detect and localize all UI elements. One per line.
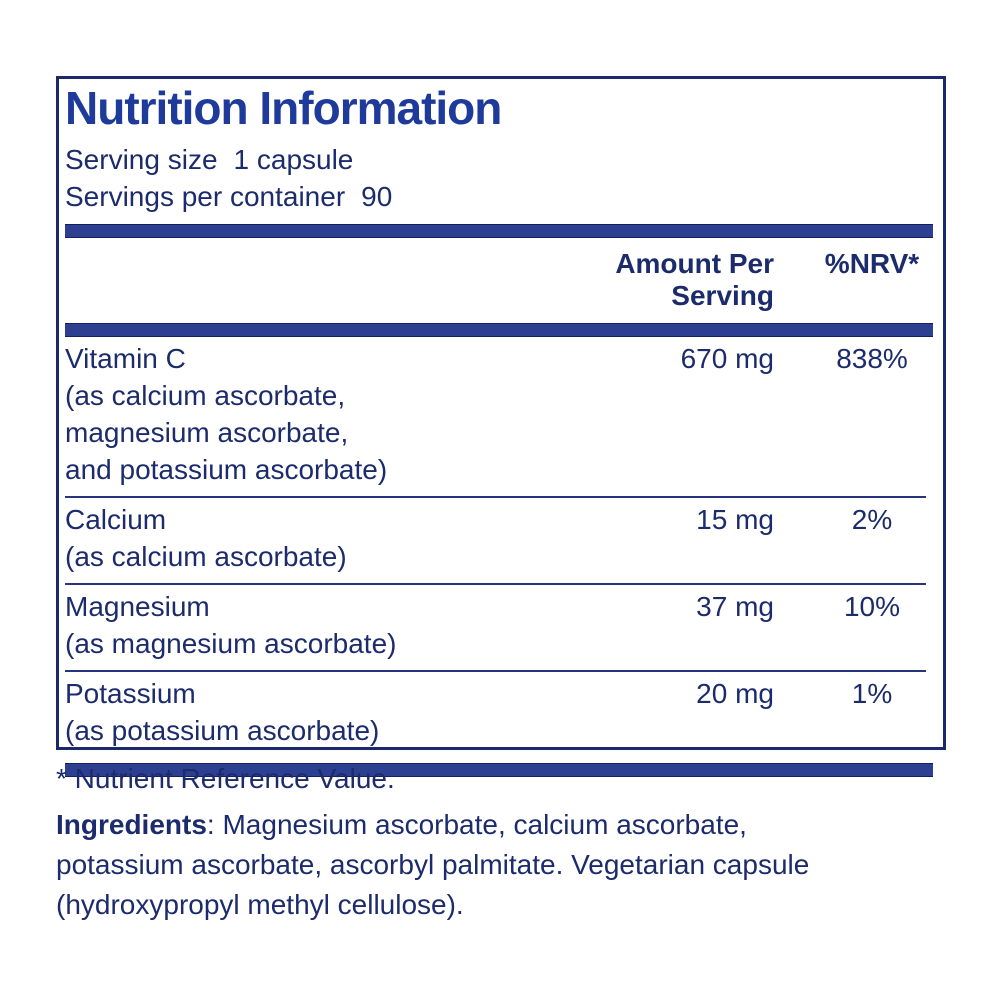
nutrient-amount: 670 mg	[680, 343, 774, 374]
nutrient-amount: 15 mg	[696, 504, 774, 535]
ingredients-text: : Magnesium ascorbate, calcium ascorbate…	[56, 809, 810, 920]
divider-bar-bottom	[65, 763, 933, 777]
servings-per-container-value: 90	[361, 181, 393, 212]
nrv-footnote: * Nutrient Reference Value.	[56, 763, 395, 794]
divider-bar-top	[65, 224, 933, 238]
nutrient-nrv: 1%	[851, 678, 893, 709]
nutrient-name-cell: Magnesium (as magnesium ascorbate)	[65, 588, 614, 662]
divider-bar-header	[65, 323, 933, 337]
panel-footer: * Nutrient Reference Value. Ingredients:…	[56, 760, 956, 925]
nutrition-panel: Nutrition Information Serving size 1 caps…	[56, 76, 946, 777]
header-spacer	[65, 248, 614, 312]
servings-per-container-label: Servings per container	[65, 181, 346, 212]
serving-size-value: 1 capsule	[233, 144, 354, 175]
nutrient-name-cell: Potassium (as potassium ascorbate)	[65, 675, 614, 749]
serving-size-line: Serving size 1 capsule	[65, 141, 943, 178]
nutrient-source-detail: (as calcium ascorbate)	[65, 541, 347, 572]
nutrition-table-rows: Vitamin C (as calcium ascorbate, magnesi…	[65, 337, 926, 757]
nutrient-nrv: 838%	[836, 343, 908, 374]
nutrient-source-detail: (as magnesium ascorbate)	[65, 628, 397, 659]
serving-size-label: Serving size	[65, 144, 218, 175]
nutrient-name: Potassium	[65, 678, 196, 709]
nutrient-source-detail: (as calcium ascorbate, magnesium ascorba…	[65, 380, 388, 485]
nutrient-nrv: 10%	[843, 591, 901, 622]
table-row: Magnesium (as magnesium ascorbate) 37 mg…	[65, 583, 926, 670]
amount-column-header: Amount Per Serving	[615, 248, 774, 311]
ingredients-label: Ingredients	[56, 809, 207, 840]
nutrient-name: Magnesium	[65, 591, 210, 622]
nutrient-name: Calcium	[65, 504, 167, 535]
panel-title: Nutrition Information	[65, 82, 502, 134]
ingredients-paragraph: Ingredients: Magnesium ascorbate, calciu…	[56, 805, 956, 925]
nutrient-name-cell: Calcium (as calcium ascorbate)	[65, 501, 614, 575]
nutrient-name-cell: Vitamin C (as calcium ascorbate, magnesi…	[65, 340, 614, 488]
nrv-column-header: %NRV*	[824, 248, 920, 279]
nutrient-amount: 20 mg	[696, 678, 774, 709]
nutrition-table: Amount Per Serving %NRV*	[65, 238, 926, 323]
table-row: Vitamin C (as calcium ascorbate, magnesi…	[65, 337, 926, 496]
table-row: Calcium (as calcium ascorbate) 15 mg 2%	[65, 496, 926, 583]
servings-per-container-line: Servings per container 90	[65, 178, 943, 215]
nutrient-source-detail: (as potassium ascorbate)	[65, 715, 380, 746]
nutrient-name: Vitamin C	[65, 343, 186, 374]
nutrient-amount: 37 mg	[696, 591, 774, 622]
nutrient-nrv: 2%	[851, 504, 893, 535]
table-row: Potassium (as potassium ascorbate) 20 mg…	[65, 670, 926, 757]
table-header-row: Amount Per Serving %NRV*	[65, 238, 926, 323]
